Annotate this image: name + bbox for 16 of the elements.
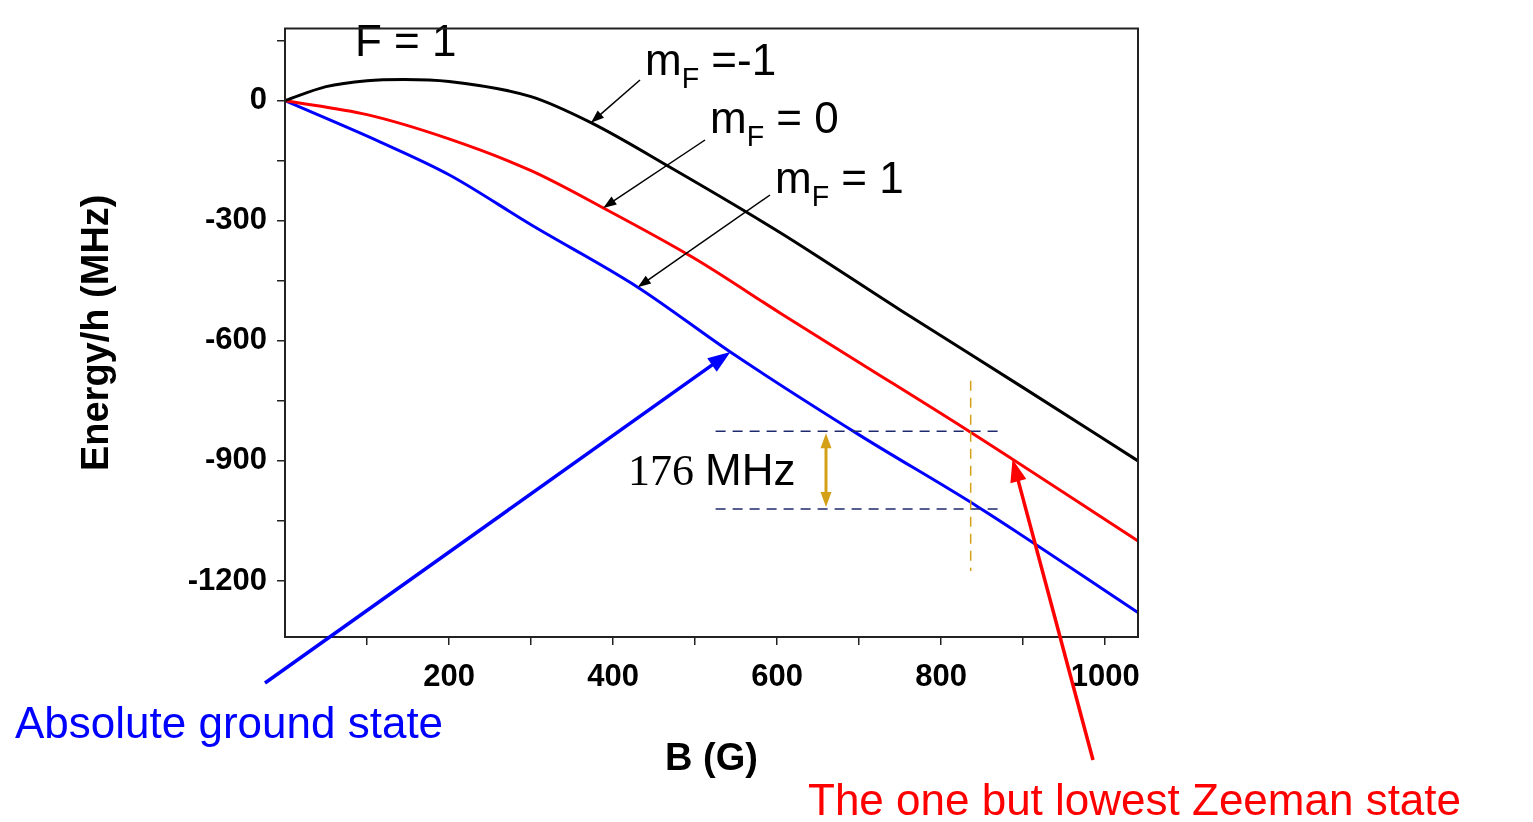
x-axis-title: B (G) — [665, 735, 758, 778]
y-tick-label: -600 — [204, 321, 267, 357]
x-tick-label: 600 — [751, 658, 803, 694]
y-axis-title: Energy/h (MHz) — [74, 194, 117, 472]
x-tick-label: 400 — [587, 658, 639, 694]
y-tick-label: -1200 — [187, 561, 267, 597]
y-tick-label: -900 — [204, 441, 267, 477]
y-tick-label: 0 — [249, 81, 267, 117]
annotation: F = 1 — [355, 16, 457, 65]
annotation: 176 MHz — [628, 445, 796, 495]
x-tick-label: 800 — [915, 658, 968, 694]
text: The one but lowest Zeeman state — [808, 775, 1462, 822]
x-tick-label: 200 — [423, 658, 475, 694]
y-tick-label: -300 — [204, 201, 267, 237]
x-tick-label: 1000 — [1070, 658, 1140, 694]
text: Absolute ground state — [15, 698, 444, 747]
